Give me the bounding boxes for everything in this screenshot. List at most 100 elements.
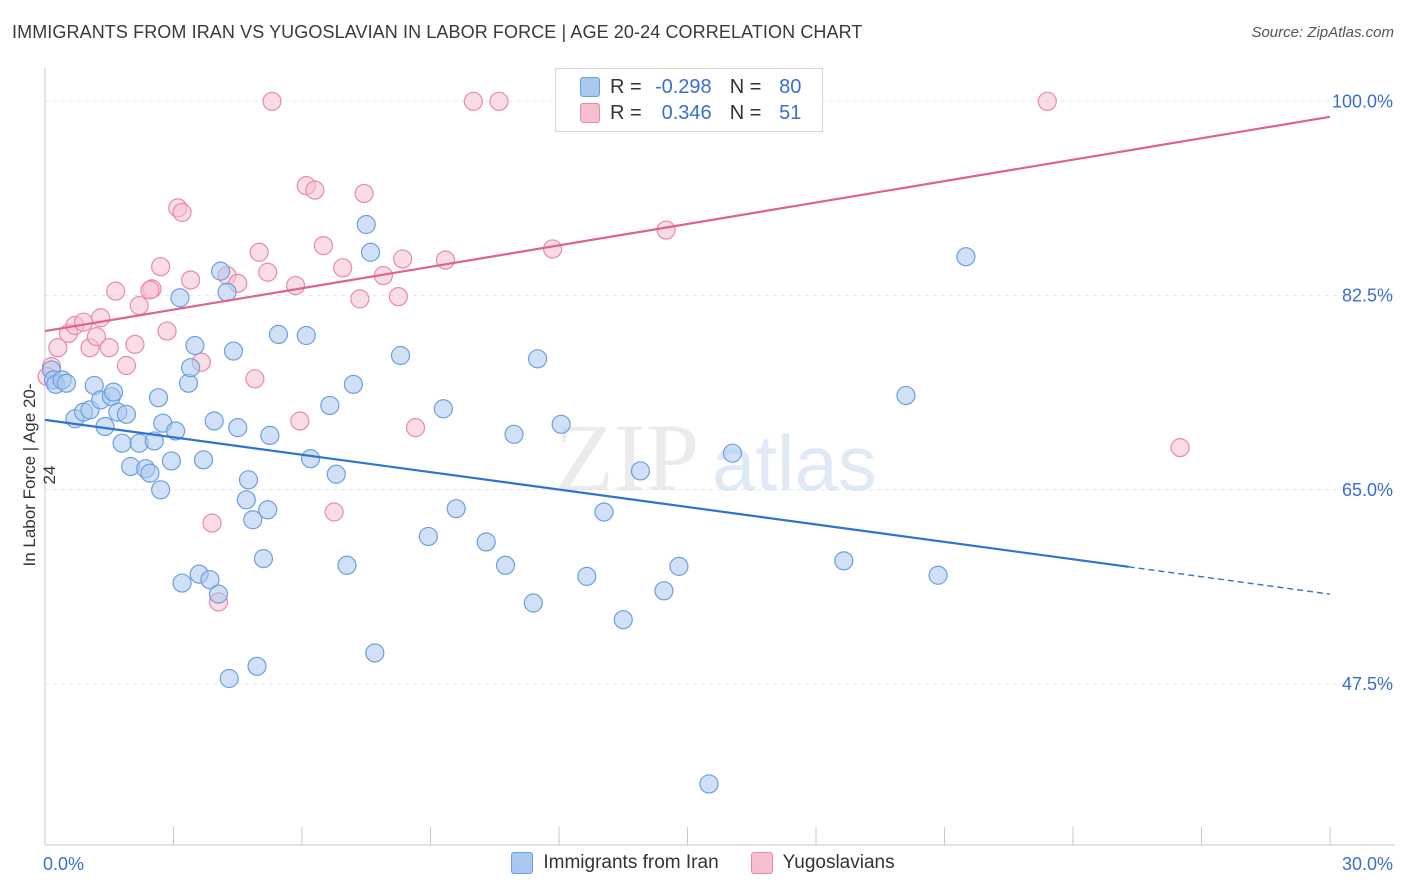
yugoslavians-point-37 <box>388 287 408 307</box>
iran-point-31 <box>200 570 220 590</box>
iran-point-48 <box>320 395 340 416</box>
legend-item-iran[interactable]: Immigrants from Iran <box>511 852 719 874</box>
grid-lines <box>45 100 1395 685</box>
yugoslavians-point-42 <box>489 91 509 111</box>
iran-point-32 <box>204 411 224 431</box>
iran-point-62 <box>523 593 543 613</box>
iran-point-45 <box>260 425 280 446</box>
r-label-yugoslavians: R = <box>610 101 642 124</box>
yugoslavians-point-48 <box>91 308 111 328</box>
iran-point-73 <box>896 385 916 406</box>
yugoslavians-point-32 <box>324 502 344 522</box>
r-value-yugoslavians: 0.346 <box>661 101 712 124</box>
iran-point-40 <box>238 470 259 490</box>
r-value-iran: -0.298 <box>654 75 712 98</box>
yugoslavians-point-38 <box>393 249 413 269</box>
chart-title: IMMIGRANTS FROM IRAN VS YUGOSLAVIAN IN L… <box>12 22 863 42</box>
iran-point-34 <box>211 261 231 281</box>
iran-point-55 <box>390 345 411 366</box>
yugoslavians-point-30 <box>305 180 325 200</box>
axes <box>44 68 1395 846</box>
yugoslavians-point-33 <box>333 258 353 278</box>
iran-point-69 <box>654 581 674 601</box>
yugoslavians-point-19 <box>202 513 222 533</box>
y-axis-label: In Labor Force | Age 20-24 <box>20 383 59 567</box>
yugoslavians-point-47 <box>1170 438 1190 458</box>
iran-point-70 <box>669 556 689 576</box>
legend-swatch-yugoslavians <box>580 103 600 123</box>
yugoslavians-point-13 <box>151 257 171 277</box>
source-label: Source: ZipAtlas.com <box>1251 24 1394 41</box>
yugoslavians-point-50 <box>140 280 160 300</box>
legend-label-iran: Immigrants from Iran <box>543 852 719 873</box>
iran-point-35 <box>217 282 237 302</box>
iran-point-59 <box>476 532 496 552</box>
yugoslavians-point-45 <box>656 220 676 240</box>
n-value-yugoslavians: 51 <box>779 101 802 124</box>
yugoslavians-point-24 <box>249 242 269 262</box>
iran-point-26 <box>172 573 192 593</box>
iran-point-60 <box>495 555 516 575</box>
yugoslavians-point-17 <box>181 270 201 290</box>
iran-point-44 <box>258 500 278 520</box>
iran-point-77 <box>181 358 201 378</box>
yugoslavians-point-46 <box>1037 91 1057 111</box>
x-tick-label-1: 30.0% <box>1342 854 1393 874</box>
iran-point-21 <box>148 388 169 408</box>
iran-point-56 <box>418 526 438 547</box>
x-tick-label-0: 0.0% <box>43 854 84 874</box>
yugoslavians-point-43 <box>542 239 563 259</box>
y-tick-label-0: 47.5% <box>1342 674 1393 694</box>
legend-label-yugoslavians: Yugoslavians <box>782 852 895 873</box>
iran-point-68 <box>630 461 650 481</box>
iran-point-12 <box>103 382 124 402</box>
iran-point-63 <box>527 349 548 369</box>
yugoslavians-point-31 <box>313 236 334 256</box>
correlation-legend: R = -0.298 N = 80 R = 0.346 N = 51 <box>555 68 823 132</box>
legend-marker-yugoslavians <box>750 852 773 874</box>
iran-point-58 <box>446 499 466 519</box>
iran-point-4 <box>56 373 77 393</box>
legend-swatch-iran <box>580 77 600 97</box>
legend-row-iran: R = -0.298 N = 80 <box>580 74 801 100</box>
iran-point-15 <box>116 404 136 424</box>
iran-point-46 <box>268 324 289 344</box>
legend-marker-iran <box>511 852 534 874</box>
yugoslavians-point-34 <box>350 289 370 309</box>
trend-lines <box>44 115 1331 595</box>
iran-point-38 <box>228 418 248 438</box>
yugoslavians-point-25 <box>258 262 278 282</box>
yugoslavians-point-11 <box>129 295 149 316</box>
iran-point-28 <box>185 335 205 356</box>
yugoslavians-point-1 <box>48 338 68 358</box>
watermark: ZIP atlas <box>555 404 877 511</box>
iran-point-75 <box>956 247 976 267</box>
yugoslavians-point-35 <box>354 183 374 204</box>
iran-point-78 <box>296 325 316 346</box>
iran-point-54 <box>365 643 385 663</box>
iran-point-65 <box>577 566 597 586</box>
iran-point-61 <box>504 424 524 444</box>
yugoslavians-points <box>37 91 1190 612</box>
iran-point-47 <box>300 449 321 469</box>
iran-point-39 <box>236 490 256 510</box>
iran-point-50 <box>337 555 357 575</box>
iran-point-25 <box>170 288 190 308</box>
trend-line-iran-extension <box>1128 566 1331 595</box>
iran-point-37 <box>223 341 244 361</box>
watermark-zip: ZIP <box>555 404 699 511</box>
iran-point-71 <box>722 443 743 463</box>
yugoslavians-point-14 <box>157 321 177 341</box>
iran-point-52 <box>356 214 376 235</box>
y-tick-label-2: 82.5% <box>1342 286 1393 306</box>
yugoslavians-point-7 <box>99 338 119 358</box>
tick-labels: 47.5% 65.0% 82.5% 100.0% 0.0% 30.0% <box>43 91 1393 874</box>
yugoslavians-point-4 <box>73 312 94 332</box>
yugoslavians-point-28 <box>290 411 310 431</box>
iran-point-51 <box>343 374 363 394</box>
iran-point-19 <box>140 463 160 483</box>
iran-point-24 <box>166 421 186 441</box>
yugoslavians-point-26 <box>262 91 282 111</box>
yugoslavians-point-41 <box>463 91 483 111</box>
legend-item-yugoslavians[interactable]: Yugoslavians <box>750 852 895 874</box>
